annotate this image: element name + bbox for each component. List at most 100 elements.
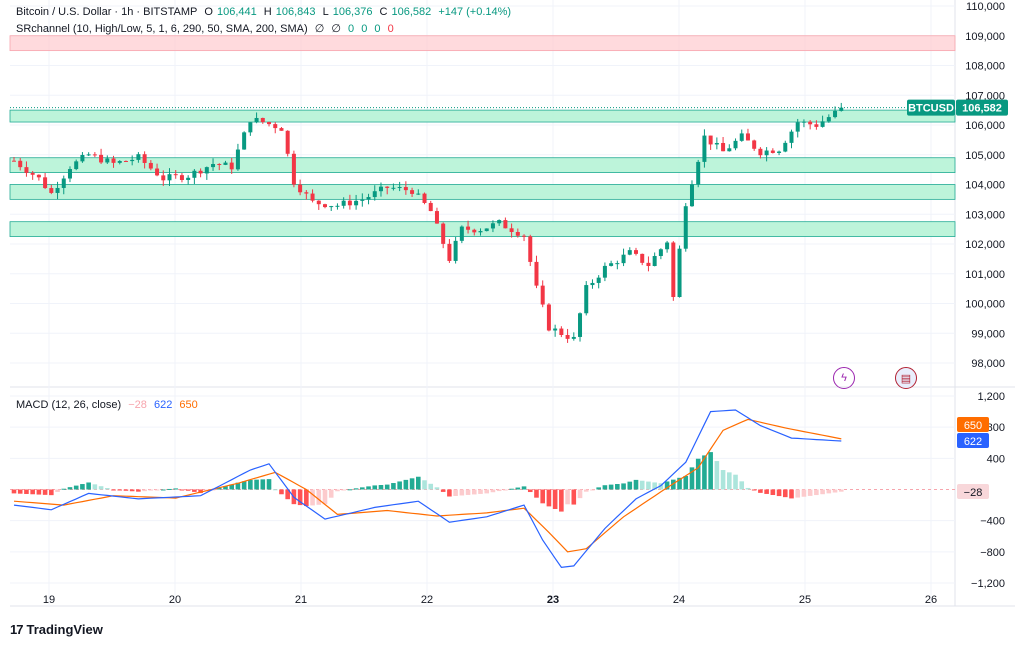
macd-histogram-bar	[515, 487, 521, 490]
candle-body	[273, 124, 278, 129]
macd-histogram-bar	[378, 485, 384, 490]
symbol-title[interactable]: Bitcoin / U.S. Dollar · 1h · BITSTAMP	[16, 6, 198, 18]
macd-histogram-bar	[496, 489, 502, 492]
macd-histogram-bar	[440, 489, 446, 492]
indicator-label[interactable]: SRchannel (10, High/Low, 5, 1, 6, 290, 5…	[16, 23, 308, 35]
macd-histogram-bar	[17, 489, 23, 494]
macd-histogram-bar	[173, 488, 179, 490]
macd-histogram-bar	[590, 489, 595, 491]
candle-body	[148, 162, 153, 169]
macd-histogram-bar	[248, 479, 253, 490]
tradingview-logo[interactable]: 17 TradingView	[10, 622, 103, 637]
candle-body	[826, 117, 831, 122]
price-tick-label: 99,000	[971, 328, 1005, 340]
candle-body	[428, 202, 433, 212]
macd-histogram-bar	[98, 486, 104, 490]
macd-histogram-bar	[391, 483, 396, 490]
macd-histogram-bar	[571, 489, 577, 505]
macd-histogram-bar	[702, 455, 707, 490]
macd-histogram-bar	[416, 476, 421, 490]
macd-histogram-bar	[745, 487, 751, 490]
support-zone	[9, 157, 956, 174]
macd-histogram-bar	[546, 489, 552, 507]
candle-body	[248, 122, 253, 133]
macd-tick-label: −400	[980, 516, 1005, 528]
macd-histogram-bar	[148, 489, 154, 491]
candle-body	[522, 235, 527, 237]
macd-histogram-bar	[583, 489, 589, 492]
macd-histogram-bar	[695, 458, 701, 490]
macd-histogram-bar	[179, 489, 185, 491]
macd-histogram-bar	[428, 483, 434, 490]
candle-body	[559, 328, 564, 335]
candle-body	[484, 228, 489, 232]
macd-histogram-bar	[832, 489, 838, 493]
low-label: L	[322, 6, 329, 18]
tradingview-name: TradingView	[26, 622, 103, 637]
macd-label[interactable]: MACD (12, 26, close)	[16, 399, 122, 411]
macd-histogram-bar	[621, 483, 626, 490]
candle-body	[820, 121, 825, 127]
candle-body	[142, 154, 147, 163]
macd-histogram-bar	[73, 485, 79, 490]
candle-body	[372, 191, 377, 198]
macd-histogram-bar	[403, 479, 409, 490]
macd-histogram-bar	[310, 489, 315, 506]
candle-body	[733, 140, 738, 149]
macd-histogram-bar	[814, 489, 819, 496]
lightning-icon[interactable]: ϟ	[833, 367, 855, 389]
macd-histogram-bar	[596, 487, 601, 490]
candle-body	[235, 149, 240, 170]
candle-body	[260, 117, 265, 123]
candle-body	[378, 186, 383, 192]
candle-body	[86, 154, 91, 156]
candle-body	[229, 162, 234, 170]
price-tick-label: 100,000	[965, 299, 1005, 311]
candle-body	[565, 334, 570, 339]
candle-body	[671, 242, 676, 298]
candle-body	[677, 248, 682, 298]
support-zone	[9, 184, 956, 200]
macd-histogram-bar	[708, 452, 713, 490]
price-tick-label: 103,000	[965, 209, 1005, 221]
candle-body	[61, 178, 66, 188]
candle-body	[254, 117, 259, 123]
us-flag-icon[interactable]: ▤	[895, 367, 917, 389]
indicator-value-2: ∅	[331, 23, 341, 35]
candle-body	[18, 160, 23, 168]
macd-tick-label: −800	[980, 547, 1005, 559]
macd-histogram-bar	[86, 482, 91, 490]
high-value: 106,843	[275, 6, 316, 18]
macd-histogram-bar	[49, 489, 54, 496]
tradingview-mark-icon: 17	[10, 622, 24, 637]
macd-histogram-bar	[838, 489, 844, 492]
candle-body	[123, 161, 128, 163]
macd-histogram-bar	[608, 484, 614, 490]
macd-histogram-bar	[160, 489, 166, 491]
candle-body	[192, 170, 197, 178]
macd-histogram-bar	[105, 488, 110, 490]
macd-histogram-bar	[434, 487, 440, 490]
macd-histogram-bar	[285, 489, 290, 500]
macd-histogram-bar	[129, 489, 135, 492]
macd-histogram-bar	[471, 489, 477, 495]
candle-body	[745, 133, 750, 141]
macd-histogram-bar	[254, 479, 259, 490]
candle-body	[43, 177, 48, 189]
indicator-value-5: 0	[374, 23, 381, 35]
candle-body	[509, 228, 514, 233]
candle-body	[515, 232, 520, 236]
macd-histogram-bar	[484, 489, 490, 494]
macd-histogram-bar	[795, 489, 801, 498]
price-tick-label: 110,000	[966, 1, 1005, 13]
macd-histogram-bar	[366, 486, 371, 490]
macd-histogram-bar	[266, 479, 272, 490]
candle-body	[434, 211, 439, 224]
candle-body	[403, 187, 408, 191]
candle-body	[739, 133, 744, 141]
macd-histogram-bar	[677, 477, 682, 490]
time-tick-label: 19	[43, 594, 55, 606]
macd-histogram-bar	[776, 489, 782, 497]
price-tick-label: 108,000	[965, 61, 1005, 73]
macd-histogram-bar	[758, 489, 763, 493]
